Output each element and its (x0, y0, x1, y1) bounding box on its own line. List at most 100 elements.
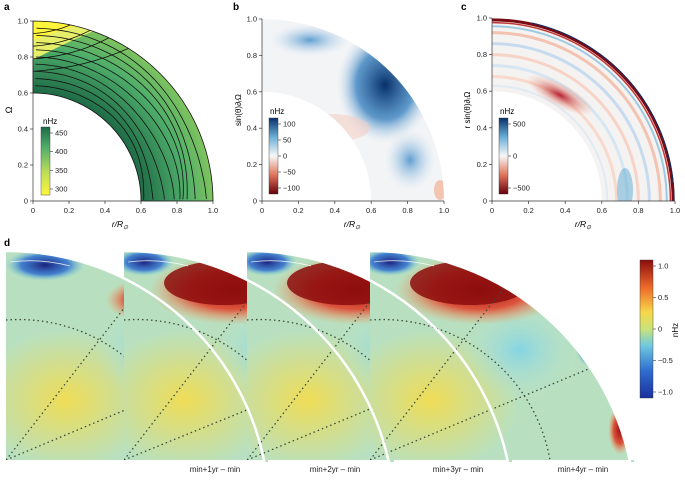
panel-b-axes: 0 0.2 0.4 0.6 0.8 1.0 0 0.2 0.4 0.6 0.8 1.0 (247, 15, 450, 216)
panel-a-colorbar-unit: nHz (43, 117, 57, 126)
colorbar-tick-label: −100 (283, 184, 300, 193)
colorbar-tick-label: 100 (283, 120, 296, 129)
panel-b-colorbar (268, 117, 279, 195)
x-tick-label: 0.6 (366, 206, 376, 215)
panel-c-blob-blue (617, 168, 633, 201)
panel-d-wedge-label: min+3yr – min (433, 465, 483, 474)
panel-d-wedge-edge (369, 249, 636, 489)
x-tick-label: 0.4 (100, 206, 110, 215)
x-tick-label: 0 (31, 206, 35, 215)
y-tick-label: 0.6 (477, 87, 487, 96)
panel-d-colorbar (639, 259, 654, 399)
colorbar-tick-label: 500 (513, 120, 526, 129)
panel-a-contour (35, 85, 145, 200)
panel-c-xlabel: r/R⊙ (575, 219, 592, 231)
colorbar-tick-label: −500 (513, 184, 530, 193)
y-tick-label: 0.6 (247, 87, 257, 96)
panel-c-ring (492, 18, 675, 201)
y-tick-label: 0 (24, 197, 28, 206)
panel-b: b 0 0.2 0.4 0.6 0.8 1.0 0 0.2 0.4 0.6 0.8 1.0 sin(θ… (233, 2, 449, 231)
y-tick-label: 0.8 (247, 51, 257, 60)
y-tick-label: 0.6 (18, 89, 28, 98)
panel-d-blob-blue-pole (124, 250, 174, 276)
panel-a-contour (35, 71, 165, 200)
panel-d-wedge-edge (5, 249, 270, 487)
panel-d-blob-cyan (460, 300, 580, 400)
panel-d-colorbar-unit: nHz (671, 323, 680, 337)
panel-c-colorbar-ticks: 500 0 −500 (508, 120, 530, 193)
panel-b-blob-low (385, 130, 435, 190)
x-tick-label: 1.0 (670, 206, 680, 215)
panel-a-ylabel: Ω (4, 106, 14, 113)
colorbar-tick-label: 400 (55, 147, 68, 156)
y-tick-label: 0.4 (247, 124, 257, 133)
panel-b-colorbar-ticks: 100 50 0 −50 −100 (278, 120, 300, 193)
x-tick-label: 0 (260, 206, 264, 215)
panel-a-axes: 0 0.2 0.4 0.6 0.8 1.0 0 0.2 0.4 0.6 0.8 1.0 (18, 17, 219, 216)
x-tick-label: 0.2 (293, 206, 303, 215)
panel-a-contour (36, 27, 207, 200)
panel-a-colorbar (40, 126, 51, 196)
x-tick-label: 0.6 (136, 206, 146, 215)
x-tick-label: 0.6 (597, 206, 607, 215)
x-tick-label: 0.8 (633, 206, 643, 215)
panel-d-grid-line (124, 279, 265, 461)
colorbar-tick-label: 0.5 (658, 293, 668, 302)
y-tick-label: 0.8 (477, 50, 487, 59)
panel-c-ylabel: r sin(θ)∂ᵣΩ (463, 92, 472, 129)
colorbar-tick-label: 50 (283, 136, 291, 145)
panel-d-colorbar-ticks: 1.0 0.5 0 −0.5 −1.0 (653, 262, 673, 397)
panel-a-colorbar-ticks: 450 400 350 300 (50, 129, 68, 194)
panel-c-ring (492, 31, 662, 201)
x-tick-label: 0.2 (523, 206, 533, 215)
y-tick-label: 0.8 (18, 53, 28, 62)
panel-d: d min+1yr – min min+2yr – min min+3yr – mi… (4, 238, 680, 495)
y-tick-label: 0 (253, 197, 257, 206)
panel-b-blob-edge (434, 180, 444, 200)
colorbar-tick-label: −50 (283, 168, 296, 177)
panel-a-contour (35, 49, 184, 200)
panel-a-contour (36, 42, 188, 200)
x-tick-label: 0.4 (330, 206, 340, 215)
panel-d-contour (250, 260, 312, 267)
panel-d-wedge-label: min+2yr – min (310, 465, 360, 474)
y-tick-label: 1.0 (477, 14, 487, 23)
colorbar-tick-label: −1.0 (658, 388, 673, 397)
panel-d-grid-line (370, 279, 511, 461)
y-tick-label: 1.0 (247, 15, 257, 24)
panel-c-ring (492, 53, 640, 201)
panel-d-contour (9, 260, 71, 267)
panel-d-contour (127, 260, 189, 267)
panel-d-blob-red-eq (608, 405, 632, 455)
panel-d-grid-line (247, 279, 388, 461)
panel-a-letter: a (4, 2, 10, 13)
panel-c-ring (492, 25, 668, 201)
panel-b-blob-red (290, 114, 370, 142)
panel-c-ring (492, 84, 609, 201)
colorbar-tick-label: 0 (283, 152, 287, 161)
panel-d-letter: d (4, 238, 10, 249)
panel-d-wedge-edge (123, 249, 396, 495)
x-tick-label: 0 (490, 206, 494, 215)
panel-a: a 0 0.2 0.4 0.6 0.8 1.0 0 0.2 0.4 0.6 0.8 1.0 Ω r/R… (4, 2, 219, 231)
panel-d-blob-blue-pole (247, 250, 297, 276)
panel-d-wedge-labels: min+1yr – min min+2yr – min min+3yr – min m… (190, 465, 608, 474)
panel-d-wedges (5, 249, 636, 495)
colorbar-tick-label: −0.5 (658, 356, 673, 365)
panel-a-pole-core (33, 21, 95, 40)
panel-c-colorbar (498, 117, 509, 195)
colorbar-tick-label: 300 (55, 185, 68, 194)
panel-a-contour-pole (33, 21, 132, 47)
y-tick-label: 0 (483, 197, 487, 206)
panel-a-contour (35, 78, 154, 200)
panel-c-ring (492, 42, 651, 201)
panel-a-contour (36, 35, 196, 200)
x-tick-label: 0.8 (172, 206, 182, 215)
y-tick-label: 0.2 (247, 160, 257, 169)
panel-a-contour-pole (33, 21, 126, 34)
panel-d-wedge-label: min+4yr – min (558, 465, 608, 474)
panel-d-blob-blue-mid (575, 323, 603, 367)
panel-d-blob-red-core (410, 261, 530, 305)
panel-b-blob-pole (270, 24, 350, 56)
